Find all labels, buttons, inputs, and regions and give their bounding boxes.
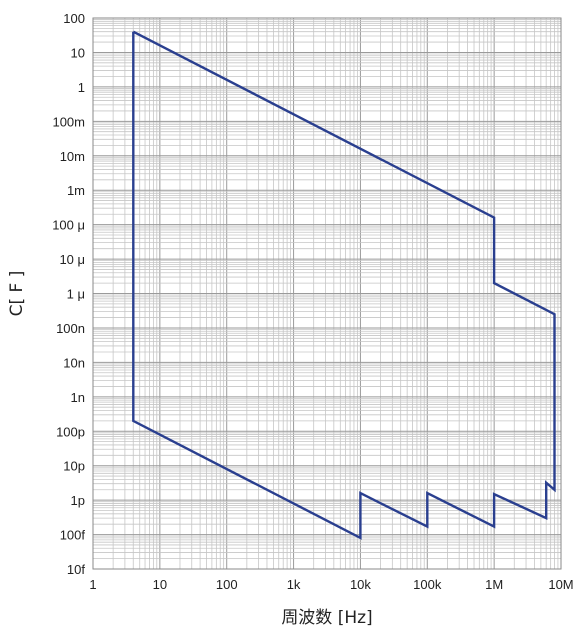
y-axis-label: C[ F ] [7,271,27,317]
series-line [132,30,556,540]
x-axis-label: 周波数 [Hz] [281,608,372,628]
x-tick-label: 10k [350,577,371,592]
x-tick-label: 10M [548,577,573,592]
grid [92,18,561,570]
y-tick-label: 100m [52,114,85,129]
y-tick-label: 100 [63,11,85,26]
y-tick-label: 1p [71,493,85,508]
y-tick-label: 10p [63,459,85,474]
x-tick-label: 1M [485,577,503,592]
y-tick-label: 1m [67,183,85,198]
y-axis-ticks: 100 10 1 100m 10m 1m 100 μ 10 μ 1 μ 100n 10n 1n 100p… [52,11,85,577]
x-tick-label: 100k [413,577,442,592]
y-tick-label: 1 [78,80,85,95]
plot-frame [92,17,562,570]
series [132,30,556,540]
y-tick-label: 10 [71,45,85,60]
y-tick-label: 10 μ [59,252,85,267]
y-tick-label: 10n [63,355,85,370]
x-axis-ticks: 1 10 100 1k 10k 100k 1M 10M [89,577,573,592]
y-tick-label: 10m [60,149,85,164]
x-tick-label: 100 [216,577,238,592]
x-tick-label: 1 [89,577,96,592]
y-tick-label: 100n [56,321,85,336]
y-tick-label: 1n [71,390,85,405]
y-tick-label: 100f [60,528,86,543]
y-tick-label: 100 μ [52,218,85,233]
y-tick-label: 100p [56,424,85,439]
y-tick-label: 10f [67,562,85,577]
x-tick-label: 10 [153,577,167,592]
y-tick-label: 1 μ [67,287,85,302]
x-tick-label: 1k [287,577,301,592]
